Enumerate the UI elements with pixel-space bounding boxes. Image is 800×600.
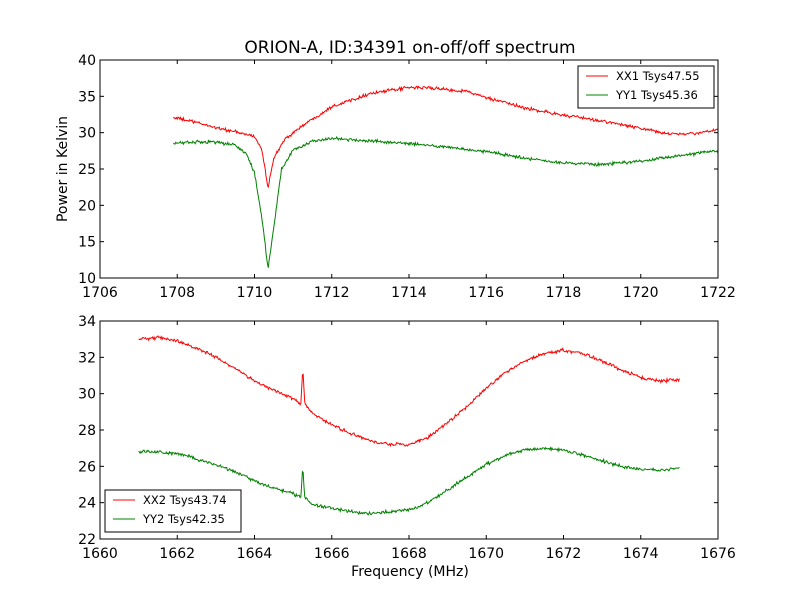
y-tick-label: 28 — [78, 423, 96, 439]
x-tick-label: 1666 — [314, 546, 350, 562]
y-tick-label: 30 — [78, 387, 96, 403]
x-tick-label: 1672 — [546, 546, 582, 562]
series-line-yy1 — [173, 135, 718, 268]
legend-box — [104, 489, 242, 533]
series-line-yy2 — [138, 446, 680, 516]
legend-entry: YY1 Tsys45.36 — [615, 88, 698, 102]
legend-entry: XX1 Tsys47.55 — [616, 69, 700, 83]
y-tick-label: 32 — [78, 350, 96, 366]
x-tick-label: 1660 — [82, 546, 118, 562]
x-tick-label: 1716 — [468, 285, 504, 301]
upper-spectrum-panel: 1706 1708 1710 1712 1714 1716 1718 1720 1722 10 15… — [78, 53, 736, 301]
x-tick-label: 1664 — [237, 546, 273, 562]
x-tick-label: 1674 — [623, 546, 659, 562]
x-tick-label: 1722 — [700, 285, 736, 301]
x-tick-label: 1710 — [237, 285, 273, 301]
x-tick-label: 1668 — [391, 546, 427, 562]
y-tick-label: 22 — [78, 532, 96, 548]
y-tick-label: 20 — [78, 198, 96, 214]
x-tick-label: 1714 — [391, 285, 427, 301]
legend: XX1 Tsys47.55 YY1 Tsys45.36 — [577, 65, 715, 109]
y-tick-label: 10 — [78, 271, 96, 287]
legend-entry: XX2 Tsys43.74 — [143, 493, 227, 507]
y-tick-label: 24 — [78, 496, 96, 512]
x-axis-label: Frequency (MHz) — [351, 564, 469, 580]
x-tick-label: 1670 — [468, 546, 504, 562]
y-tick-label: 34 — [78, 314, 96, 330]
x-tick-label: 1718 — [546, 285, 582, 301]
y-tick-label: 30 — [78, 126, 96, 142]
chart-title: ORION-A, ID:34391 on-off/off spectrum — [244, 38, 575, 58]
x-tick-label: 1706 — [82, 285, 118, 301]
y-tick-label: 26 — [78, 459, 96, 475]
y-tick-label: 25 — [78, 162, 96, 178]
y-tick-label: 40 — [78, 53, 96, 69]
x-tick-label: 1676 — [700, 546, 736, 562]
x-tick-label: 1708 — [159, 285, 195, 301]
y-axis-label: Power in Kelvin — [55, 116, 71, 222]
x-tick-label: 1712 — [314, 285, 350, 301]
x-tick-label: 1662 — [159, 546, 195, 562]
y-tick-label: 15 — [78, 235, 96, 251]
x-tick-label: 1720 — [623, 285, 659, 301]
legend-box — [577, 65, 715, 109]
y-tick-label: 35 — [78, 89, 96, 105]
legend-entry: YY2 Tsys42.35 — [142, 512, 225, 526]
series-line-xx2 — [138, 335, 680, 448]
legend: XX2 Tsys43.74 YY2 Tsys42.35 — [104, 489, 242, 533]
series-line-xx1 — [172, 85, 718, 189]
lower-spectrum-panel: 1660 1662 1664 1666 1668 1670 1672 1674 1676 22 24… — [78, 314, 736, 562]
